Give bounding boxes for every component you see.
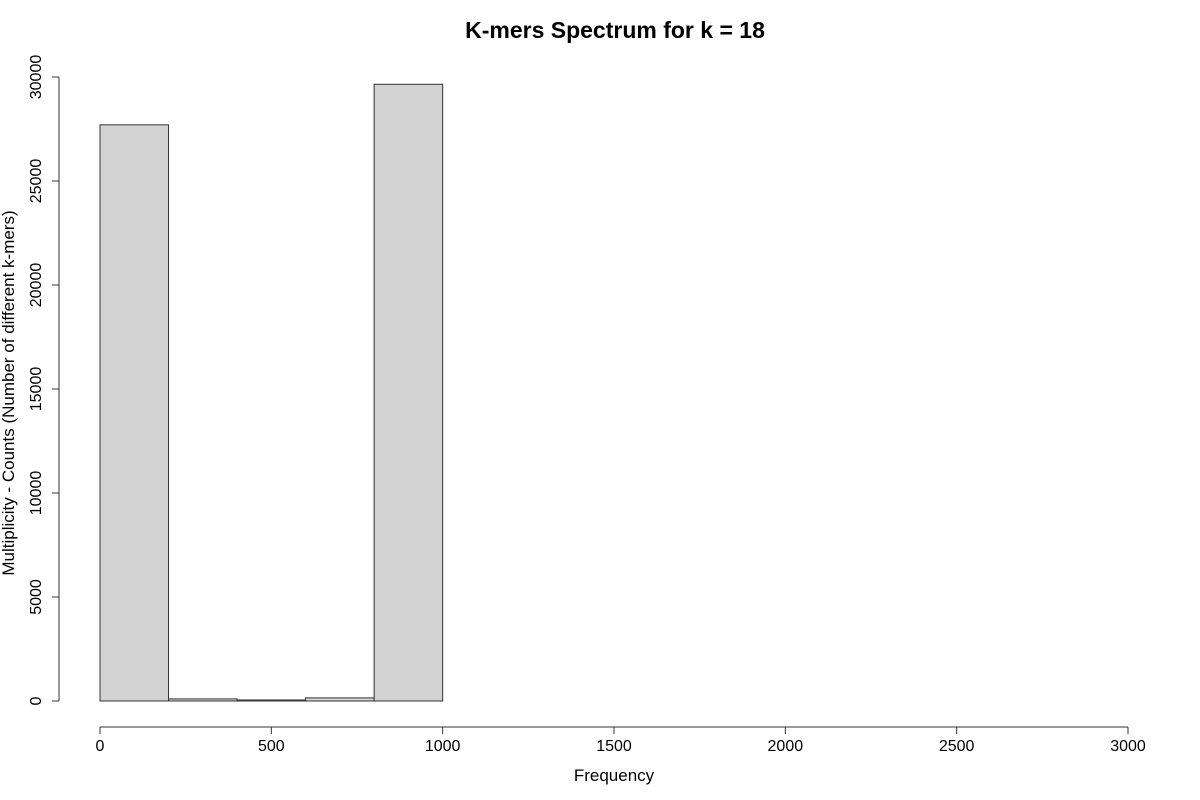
x-tick-label: 1500 xyxy=(596,738,632,755)
x-axis-label: Frequency xyxy=(574,766,655,785)
y-axis-label: Multiplicity - Counts (Number of differe… xyxy=(0,210,18,575)
x-tick-label: 3000 xyxy=(1110,738,1146,755)
bars-group xyxy=(99,83,444,702)
y-tick-label: 20000 xyxy=(28,263,45,308)
chart-title: K-mers Spectrum for k = 18 xyxy=(465,17,765,43)
y-tick-label: 30000 xyxy=(28,55,45,100)
x-tick-label: 2500 xyxy=(939,738,975,755)
histogram-bar-1 xyxy=(168,698,238,702)
y-tick-label: 10000 xyxy=(28,471,45,516)
y-tick-label: 15000 xyxy=(28,367,45,412)
histogram-bar-3 xyxy=(305,697,375,702)
x-tick-label: 0 xyxy=(96,738,105,755)
y-tick-label: 0 xyxy=(28,696,45,705)
histogram-bar-2 xyxy=(236,699,307,702)
histogram-bar-4 xyxy=(373,83,444,702)
x-tick-label: 500 xyxy=(258,738,285,755)
y-tick-label: 5000 xyxy=(28,579,45,615)
y-tick-label: 25000 xyxy=(28,159,45,204)
y-axis: 0 5000 10000 15000 20000 25000 30000 xyxy=(28,55,60,705)
x-axis: 0 500 1000 1500 2000 2500 3000 xyxy=(96,726,1146,755)
x-tick-label: 1000 xyxy=(425,738,461,755)
histogram-bar-0 xyxy=(99,124,170,702)
x-tick-label: 2000 xyxy=(768,738,804,755)
